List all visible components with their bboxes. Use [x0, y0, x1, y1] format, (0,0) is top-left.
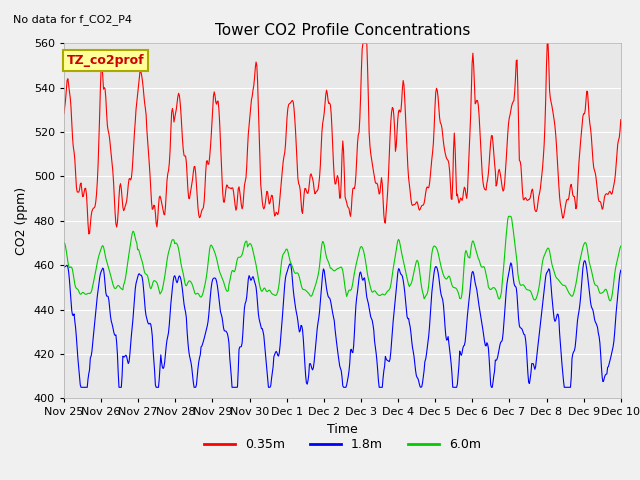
6.0m: [70, 277, 78, 283]
6.0m: [184, 280, 192, 286]
6.0m: [606, 298, 614, 304]
Line: 6.0m: 6.0m: [64, 216, 621, 301]
0.35m: [128, 168, 136, 173]
6.0m: [410, 269, 418, 275]
1.8m: [185, 348, 193, 353]
0.35m: [70, 149, 78, 155]
1.8m: [580, 258, 588, 264]
Line: 1.8m: 1.8m: [64, 261, 621, 387]
0.35m: [85, 231, 93, 237]
Text: TZ_co2prof: TZ_co2prof: [67, 54, 145, 67]
Title: Tower CO2 Profile Concentrations: Tower CO2 Profile Concentrations: [214, 23, 470, 38]
Line: 0.35m: 0.35m: [64, 43, 621, 234]
1.8m: [411, 360, 419, 366]
6.0m: [617, 243, 625, 249]
1.8m: [128, 325, 136, 331]
Text: No data for f_CO2_P4: No data for f_CO2_P4: [13, 14, 132, 25]
Legend: 0.35m, 1.8m, 6.0m: 0.35m, 1.8m, 6.0m: [198, 433, 486, 456]
Y-axis label: CO2 (ppm): CO2 (ppm): [15, 187, 28, 255]
6.0m: [60, 240, 68, 245]
1.8m: [428, 300, 435, 305]
6.0m: [505, 214, 513, 219]
0.35m: [428, 156, 436, 162]
0.35m: [617, 117, 625, 122]
1.8m: [617, 267, 625, 273]
1.8m: [214, 288, 222, 294]
0.35m: [412, 201, 419, 206]
0.35m: [60, 111, 68, 117]
1.8m: [60, 264, 68, 270]
X-axis label: Time: Time: [327, 423, 358, 436]
0.35m: [185, 195, 193, 201]
6.0m: [426, 265, 434, 271]
1.8m: [70, 311, 78, 317]
6.0m: [127, 235, 135, 241]
1.8m: [77, 384, 85, 390]
0.35m: [214, 98, 222, 104]
0.35m: [359, 40, 367, 46]
6.0m: [214, 259, 221, 264]
